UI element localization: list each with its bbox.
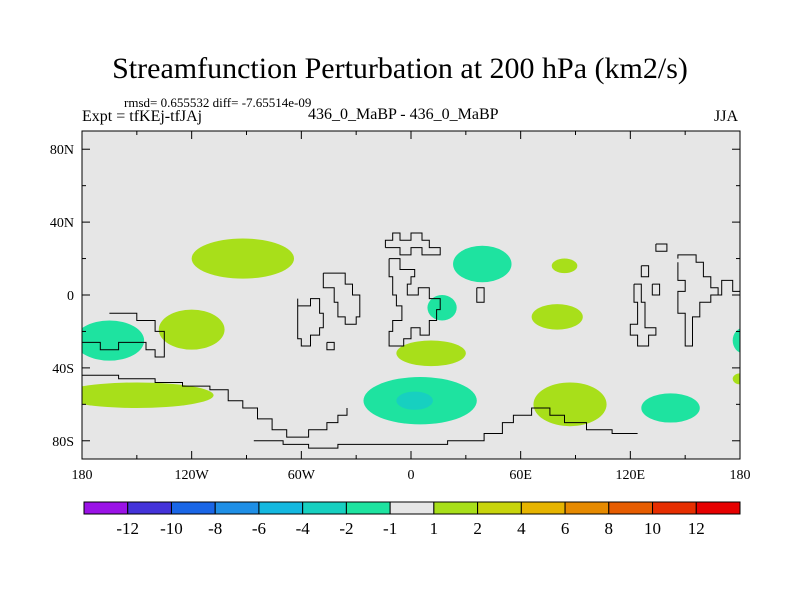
colorbar-swatch: [345, 501, 391, 515]
colorbar-swatch: [695, 501, 741, 515]
stats-subtitle: rmsd= 0.655532 diff= -7.65514e-09: [124, 95, 312, 110]
colorbar-swatch: [477, 501, 522, 515]
colorbar-swatch: [389, 501, 435, 515]
contour-region: [551, 258, 578, 274]
colorbar-swatch: [214, 501, 260, 515]
coastline: [651, 283, 661, 296]
colorbar-label: 2: [473, 519, 482, 538]
coastline: [388, 258, 441, 347]
chart-title: Streamfunction Perturbation at 200 hPa (…: [112, 52, 688, 85]
colorbar-label: -8: [208, 519, 222, 538]
contour-region: [82, 382, 214, 408]
colorbar-swatch: [608, 501, 654, 515]
colorbar-label: 1: [430, 519, 439, 538]
colorbar-label: -6: [252, 519, 266, 538]
contour-region: [396, 340, 466, 367]
contour-regions: [82, 238, 740, 427]
colorbar-label: 8: [605, 519, 614, 538]
coastline: [297, 298, 324, 347]
colorbar-label: -2: [339, 519, 353, 538]
colorbar-swatch: [258, 501, 304, 515]
case-subtitle: 436_0_MaBP - 436_0_MaBP: [308, 106, 499, 123]
x-tick-label: 60W: [288, 468, 316, 483]
colorbar-swatch: [170, 501, 216, 515]
coastline: [476, 287, 485, 303]
colorbar-label: 6: [561, 519, 570, 538]
colorbar-swatch: [652, 501, 697, 515]
y-tick-label: 80N: [50, 143, 74, 158]
coastline: [253, 407, 638, 449]
colorbar-label: 10: [644, 519, 661, 538]
season-subtitle: JJA: [714, 108, 739, 125]
colorbar: -12 -10 -8 -6 -4 -2 -1 1 2 4 6 8 10 12: [83, 501, 741, 538]
coastline: [82, 312, 165, 358]
contour-region: [732, 328, 740, 353]
colorbar-swatch: [564, 501, 610, 515]
contour-region: [427, 295, 457, 321]
y-tick-label: 0: [67, 289, 74, 304]
x-tick-label: 180: [72, 468, 93, 483]
contour-region: [191, 238, 295, 279]
contour-region: [531, 304, 583, 330]
coastline: [640, 265, 650, 278]
colorbar-swatch: [520, 501, 566, 515]
contour-region: [641, 393, 700, 423]
axis-ticks: 180 120W 60W 0 60E 120E 180 80N 40N 0 40S 80S: [50, 131, 751, 483]
y-tick-label: 40N: [50, 216, 74, 231]
contour-region: [453, 245, 512, 283]
experiment-subtitle: Expt = tfKEj-tfJAj: [82, 108, 203, 125]
colorbar-swatch: [83, 501, 129, 515]
coastline: [384, 232, 441, 256]
colorbar-label: 12: [688, 519, 705, 538]
coastline: [629, 283, 657, 347]
coastline: [322, 272, 361, 325]
x-tick-label: 120W: [175, 468, 210, 483]
x-tick-label: 120E: [616, 468, 646, 483]
contour-region: [82, 320, 145, 361]
colorbar-swatch: [127, 501, 172, 515]
coastline: [677, 254, 719, 295]
contour-region: [533, 382, 607, 427]
x-tick-label: 0: [408, 468, 415, 483]
coastline: [326, 341, 335, 351]
coastline: [82, 374, 348, 438]
colorbar-label: -1: [383, 519, 397, 538]
x-tick-label: 60E: [509, 468, 532, 483]
colorbar-swatch: [302, 501, 347, 515]
y-tick-label: 80S: [52, 435, 74, 450]
coastlines: [82, 232, 740, 449]
colorbar-label: 4: [517, 519, 526, 538]
colorbar-swatch: [433, 501, 479, 515]
contour-region: [158, 309, 225, 350]
contour-region: [396, 391, 433, 410]
contour-region: [732, 373, 740, 385]
colorbar-label: -12: [116, 519, 139, 538]
coastline: [677, 262, 740, 347]
colorbar-label: -4: [296, 519, 311, 538]
y-tick-label: 40S: [52, 362, 74, 377]
coastline: [655, 243, 668, 252]
colorbar-label: -10: [160, 519, 183, 538]
x-tick-label: 180: [730, 468, 751, 483]
